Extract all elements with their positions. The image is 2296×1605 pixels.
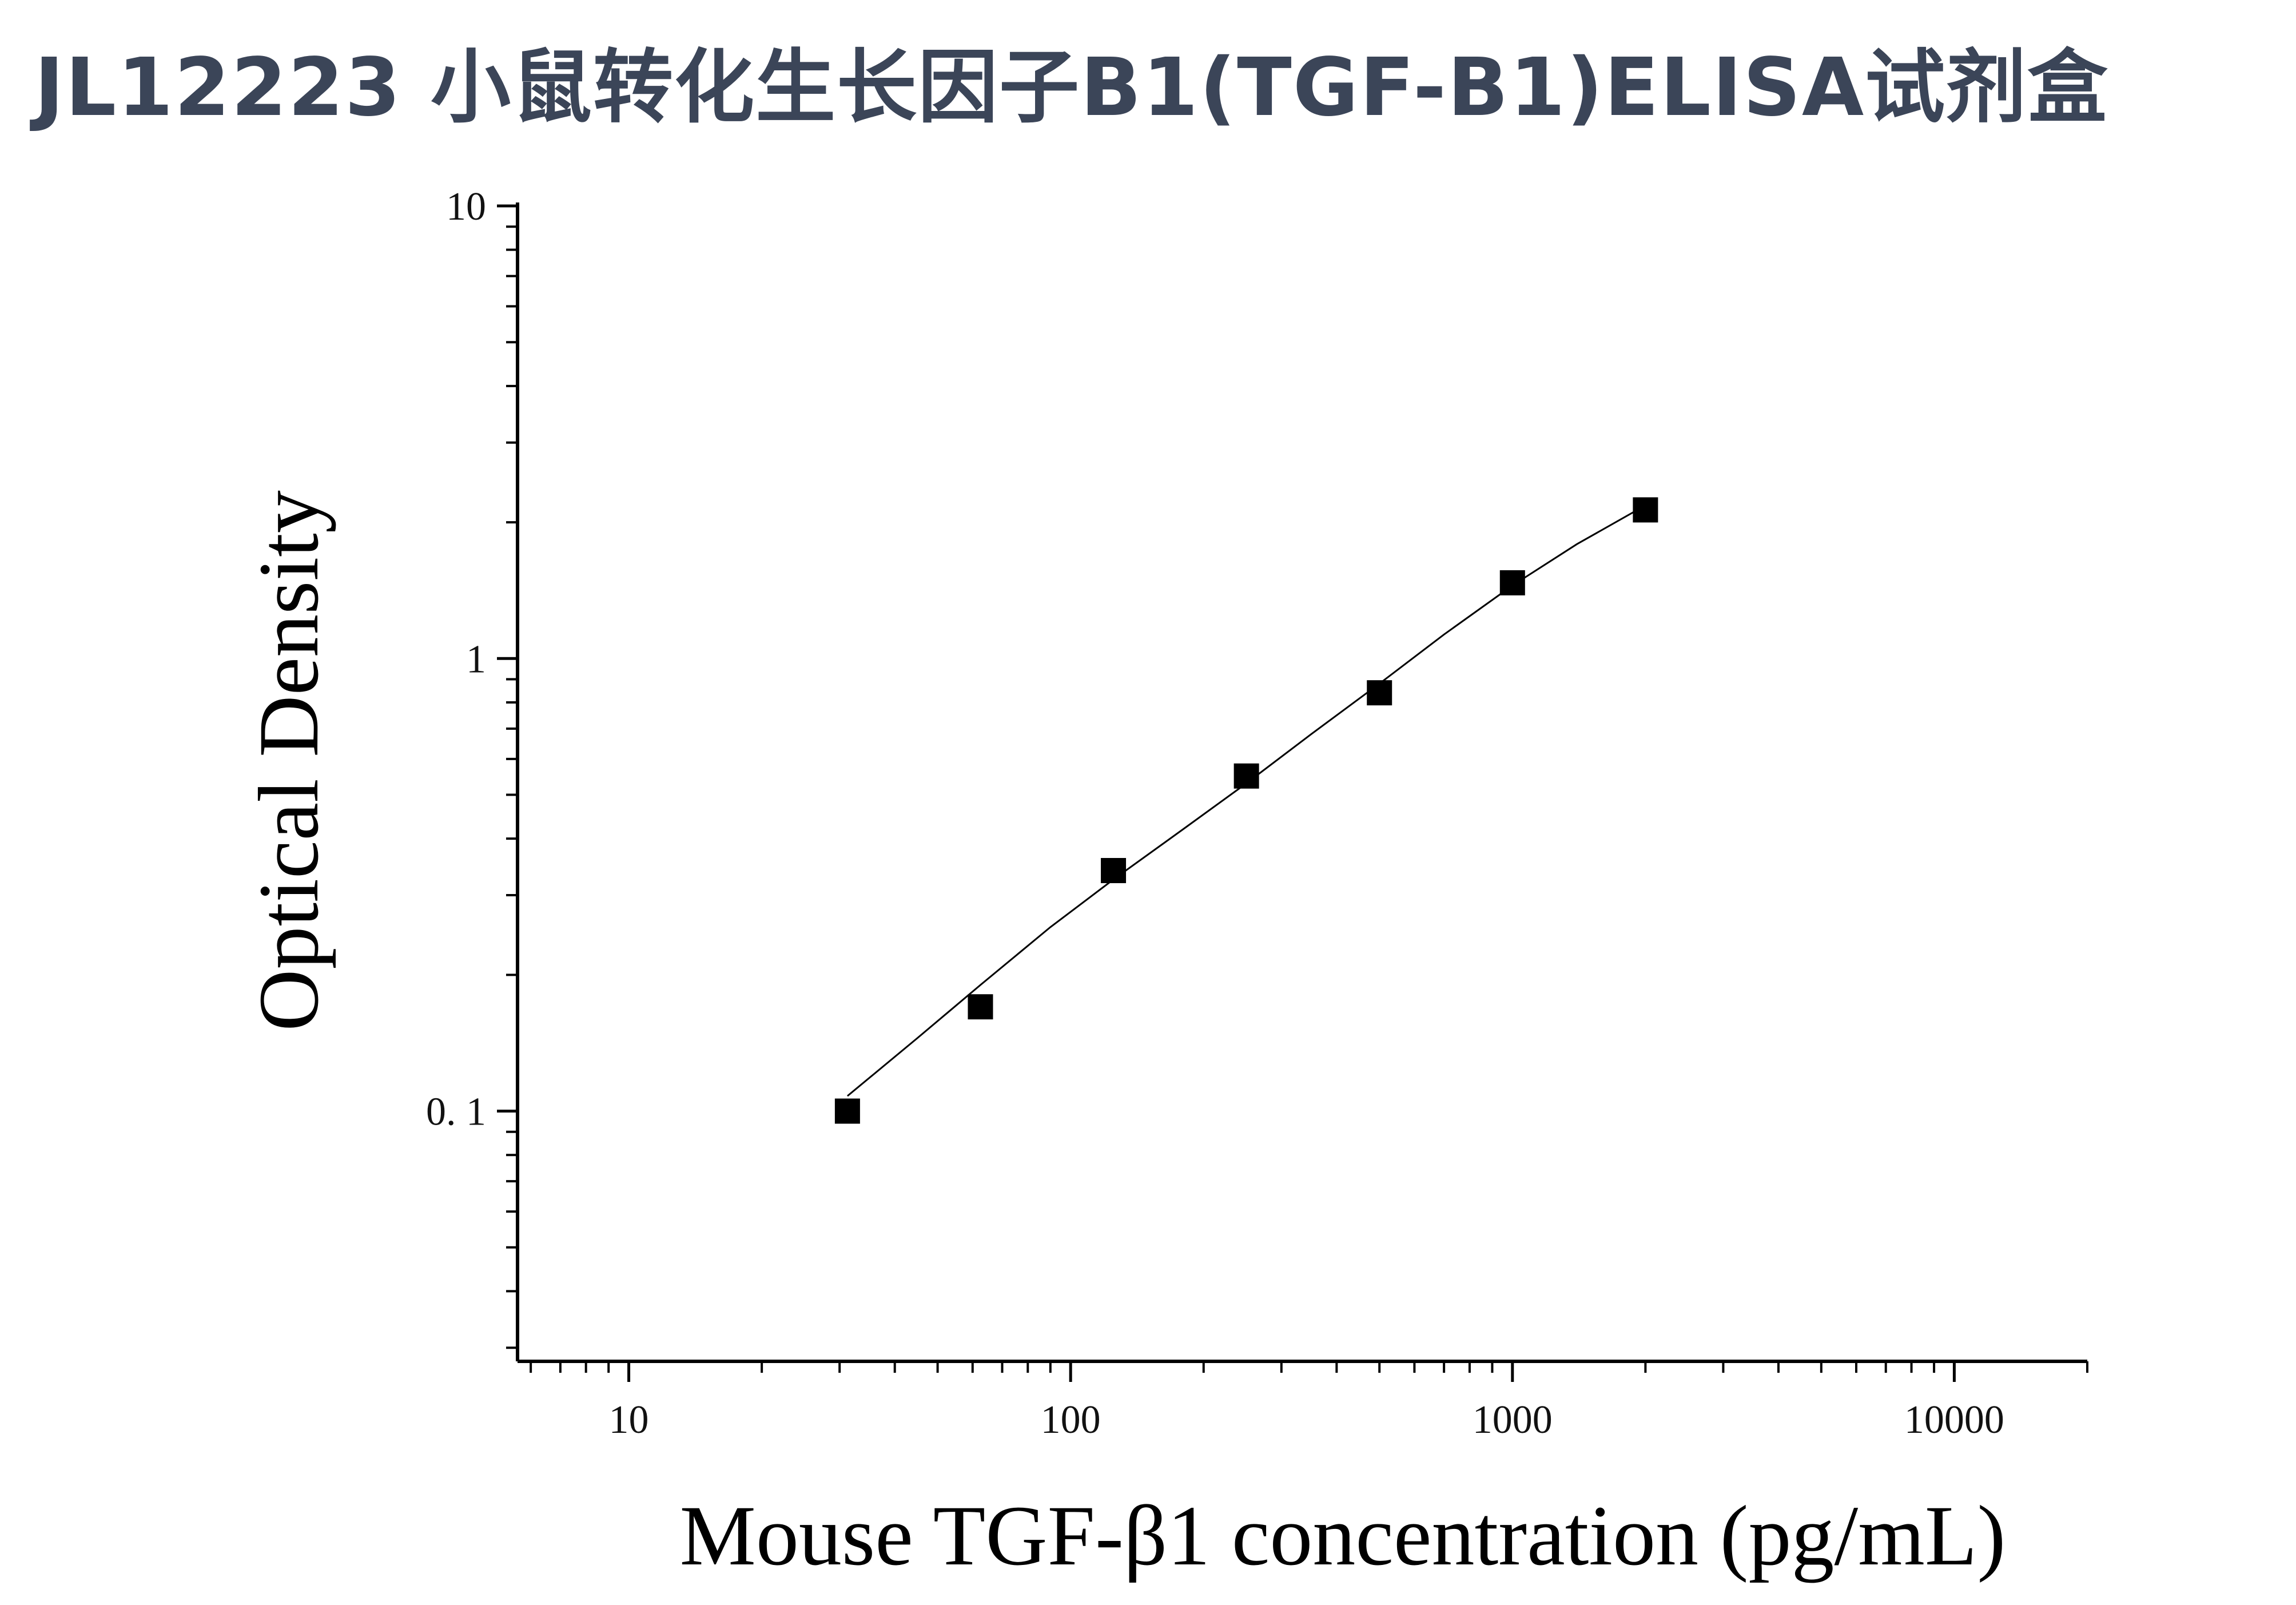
x-tick-label: 10 — [609, 1398, 649, 1442]
axes — [516, 202, 2087, 1363]
data-point — [834, 1098, 860, 1124]
chart-title: JL12223 小鼠转化生长因子B1(TGF-B1)ELISA试剂盒 — [34, 41, 2109, 134]
data-point — [1367, 680, 1392, 706]
fit-curve — [846, 504, 1646, 1097]
y-axis-ticks: 0. 1 1 10 — [426, 185, 518, 1349]
data-point — [968, 994, 993, 1020]
data-point — [1499, 570, 1525, 595]
y-tick-label: 10 — [446, 185, 486, 229]
y-axis-title: Optical Density — [241, 490, 336, 1031]
data-point — [1633, 497, 1658, 523]
x-tick-label: 100 — [1041, 1398, 1101, 1442]
y-tick-label: 0. 1 — [426, 1090, 486, 1134]
x-tick-label: 1000 — [1473, 1398, 1553, 1442]
y-tick-label: 1 — [466, 637, 486, 681]
x-axis-ticks: 10 100 1000 10000 — [530, 1361, 2088, 1442]
data-point — [1101, 858, 1127, 884]
x-tick-label: 10000 — [1904, 1398, 2004, 1442]
x-axis-title: Mouse TGF-β1 concentration (pg/mL) — [680, 1488, 2006, 1583]
data-points — [834, 497, 1658, 1124]
data-point — [1233, 763, 1259, 789]
